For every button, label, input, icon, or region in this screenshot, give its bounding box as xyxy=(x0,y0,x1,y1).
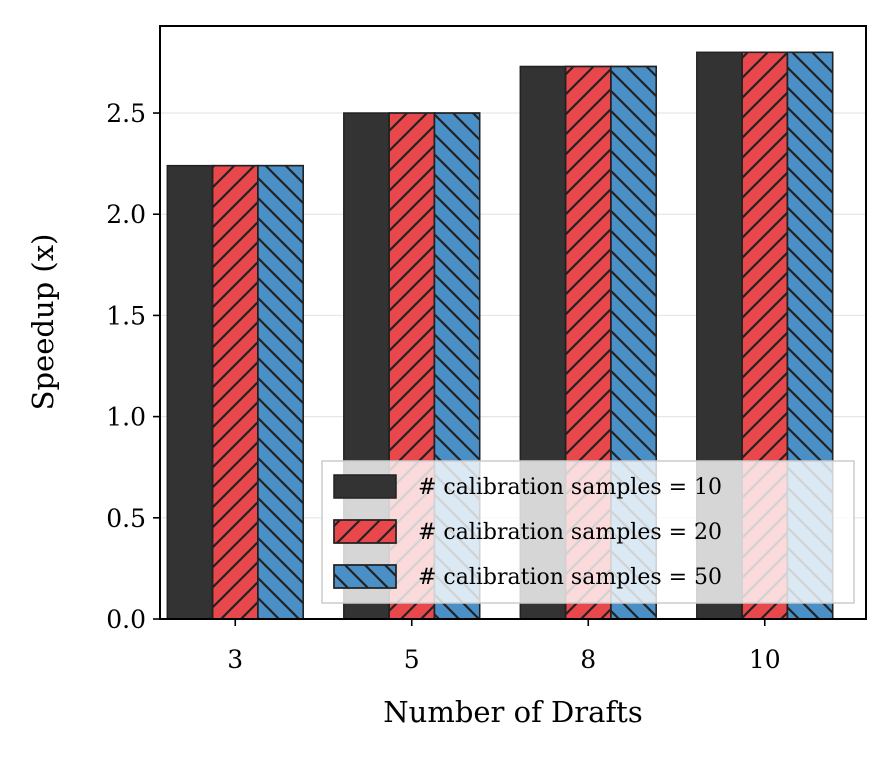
legend-swatch xyxy=(333,474,397,499)
legend: # calibration samples = 10 # calibration … xyxy=(321,460,855,604)
legend-label: # calibration samples = 10 xyxy=(418,475,722,500)
x-axis: 3 5 8 10 xyxy=(227,619,781,674)
legend-swatch-hatch xyxy=(333,564,397,589)
x-tick-label: 8 xyxy=(580,645,596,674)
y-tick-label: 1.0 xyxy=(106,403,146,432)
bar-hatch xyxy=(257,164,304,620)
x-tick-label: 5 xyxy=(404,645,420,674)
y-tick-label: 0.5 xyxy=(106,504,146,533)
legend-swatch-hatch xyxy=(333,519,397,544)
y-tick-label: 2.0 xyxy=(106,200,146,229)
plot-frame xyxy=(159,25,867,620)
y-tick-label: 2.5 xyxy=(106,99,146,128)
y-axis-title: Speedup (x) xyxy=(26,234,60,411)
y-tick-label: 1.5 xyxy=(106,301,146,330)
x-tick-label: 3 xyxy=(227,645,243,674)
legend-box xyxy=(321,460,855,604)
y-tick-label: 0.0 xyxy=(106,605,146,634)
bar-hatch xyxy=(211,164,259,620)
x-tick-label: 10 xyxy=(749,645,781,674)
bar xyxy=(166,164,214,620)
legend-label: # calibration samples = 50 xyxy=(418,565,722,590)
x-axis-title: Number of Drafts xyxy=(383,695,642,729)
legend-label: # calibration samples = 20 xyxy=(418,520,722,545)
y-axis: 0.0 0.5 1.0 1.5 2.0 2.5 xyxy=(106,99,160,634)
